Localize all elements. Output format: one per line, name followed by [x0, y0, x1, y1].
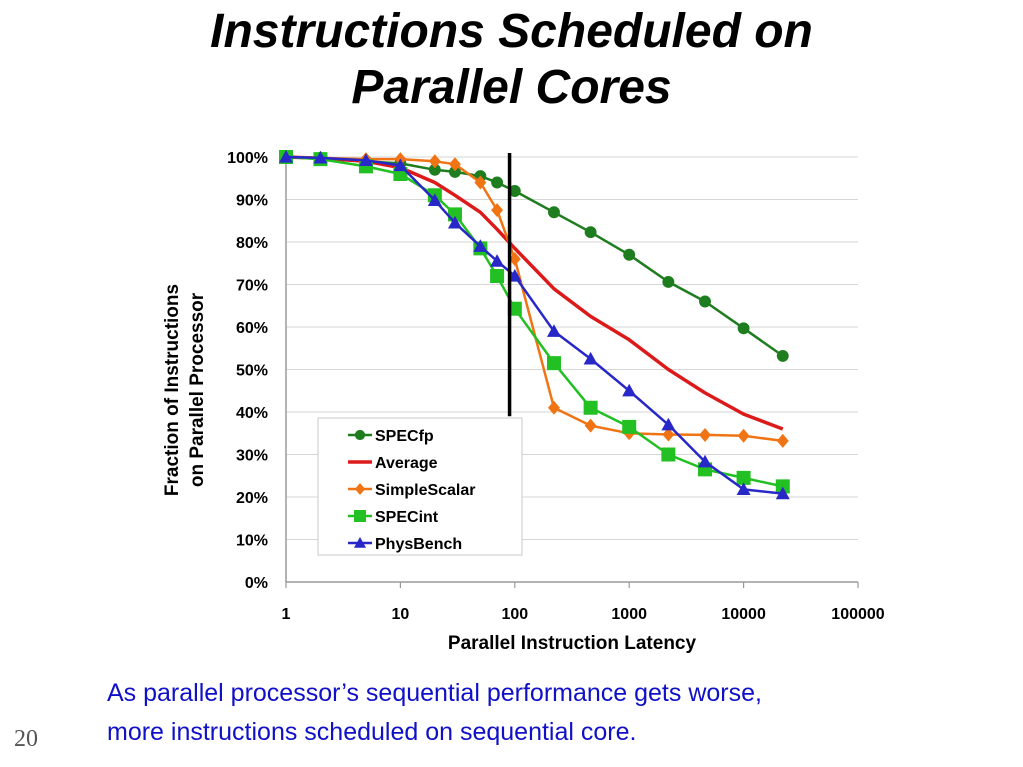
data-point: [491, 203, 504, 218]
legend-label: SPECint: [375, 509, 439, 526]
slide-title: Instructions Scheduled on Parallel Cores: [0, 4, 1023, 116]
series-average: [285, 155, 784, 431]
data-point: [584, 226, 597, 239]
y-tick-label: 90%: [236, 193, 268, 210]
data-point: [623, 248, 636, 261]
x-tick-label: 10: [392, 606, 410, 623]
series-simplescalar: [280, 150, 789, 448]
data-point: [583, 351, 598, 365]
page-number: 20: [14, 726, 38, 752]
data-point: [662, 427, 675, 442]
data-point: [698, 454, 713, 468]
x-tick-label: 100000: [831, 606, 884, 623]
slide-title-line-2: Parallel Cores: [351, 61, 672, 114]
y-tick-label: 30%: [236, 448, 268, 465]
y-tick-label: 100%: [227, 150, 268, 167]
data-point: [474, 175, 487, 190]
legend-marker: [354, 510, 366, 522]
caption-line-1: As parallel processor’s sequential perfo…: [107, 679, 762, 707]
data-point: [548, 206, 560, 219]
data-point: [358, 153, 373, 166]
data-point: [775, 486, 790, 500]
data-point: [737, 428, 750, 443]
data-point: [428, 163, 441, 176]
data-point: [622, 419, 637, 434]
y-tick-label: 70%: [236, 278, 268, 295]
data-point: [279, 150, 293, 163]
data-point: [546, 324, 561, 337]
legend-marker: [354, 537, 366, 548]
series-line: [285, 155, 784, 488]
data-point: [737, 322, 750, 335]
data-point: [447, 215, 462, 229]
data-point: [313, 150, 328, 164]
series-line: [285, 155, 784, 431]
y-tick-label: 20%: [236, 490, 268, 507]
data-point: [427, 193, 442, 206]
data-point: [776, 433, 789, 448]
series-line: [285, 155, 783, 443]
y-tick-label: 0%: [245, 575, 268, 592]
data-point: [736, 482, 751, 495]
data-point: [699, 427, 711, 442]
data-point: [776, 349, 789, 362]
legend-label: Average: [375, 455, 438, 472]
legend-marker: [354, 429, 366, 441]
series-line: [285, 155, 783, 495]
y-tick-label: 40%: [236, 405, 268, 422]
legend-label: PhysBench: [375, 536, 462, 553]
data-point: [508, 252, 521, 266]
legend-label: SimpleScalar: [375, 482, 476, 499]
slide-title-line-1: Instructions Scheduled on: [210, 5, 813, 58]
x-tick-label: 100: [501, 606, 528, 623]
y-axis-title-line-1: Fraction of Instructions: [162, 284, 183, 496]
y-tick-label: 50%: [236, 363, 268, 380]
data-point: [546, 356, 561, 371]
caption-line-2: more instructions scheduled on sequentia…: [107, 718, 637, 746]
data-point: [736, 470, 751, 485]
data-point: [490, 269, 505, 283]
x-tick-label: 1000: [611, 606, 647, 623]
data-point: [449, 157, 461, 172]
y-tick-label: 10%: [236, 533, 268, 550]
chart-legend: SPECfp Average SimpleScalar SPECint PhysBenc…: [317, 417, 523, 556]
y-axis-title-line-2: on Parallel Processor: [187, 292, 208, 487]
data-point: [583, 400, 598, 415]
y-tick-label: 60%: [236, 320, 268, 337]
x-axis-title: Parallel Instruction Latency: [448, 633, 697, 654]
legend-box: [317, 417, 523, 556]
series-line: [285, 155, 784, 357]
data-point: [428, 154, 441, 169]
slide-caption: As parallel processor’s sequential perfo…: [107, 674, 987, 752]
data-point: [622, 383, 637, 397]
data-point: [393, 158, 408, 172]
y-axis-title: Fraction of Instructions on Parallel Proc…: [162, 284, 208, 496]
legend-label: SPECfp: [375, 428, 434, 445]
x-tick-label: 10000: [721, 606, 766, 623]
data-point: [548, 400, 560, 415]
data-point: [661, 417, 676, 431]
data-point: [699, 295, 711, 308]
data-point: [473, 239, 488, 252]
data-point: [449, 165, 461, 178]
data-point: [584, 418, 597, 433]
data-point: [491, 176, 504, 189]
series-physbench: [279, 150, 790, 500]
data-point: [775, 479, 790, 494]
legend-marker: [354, 483, 366, 495]
x-tick-label: 1: [282, 606, 291, 623]
y-tick-label: 80%: [236, 235, 268, 252]
data-point: [508, 185, 521, 197]
data-point: [661, 447, 676, 462]
data-point: [490, 254, 505, 267]
data-point: [662, 276, 675, 288]
